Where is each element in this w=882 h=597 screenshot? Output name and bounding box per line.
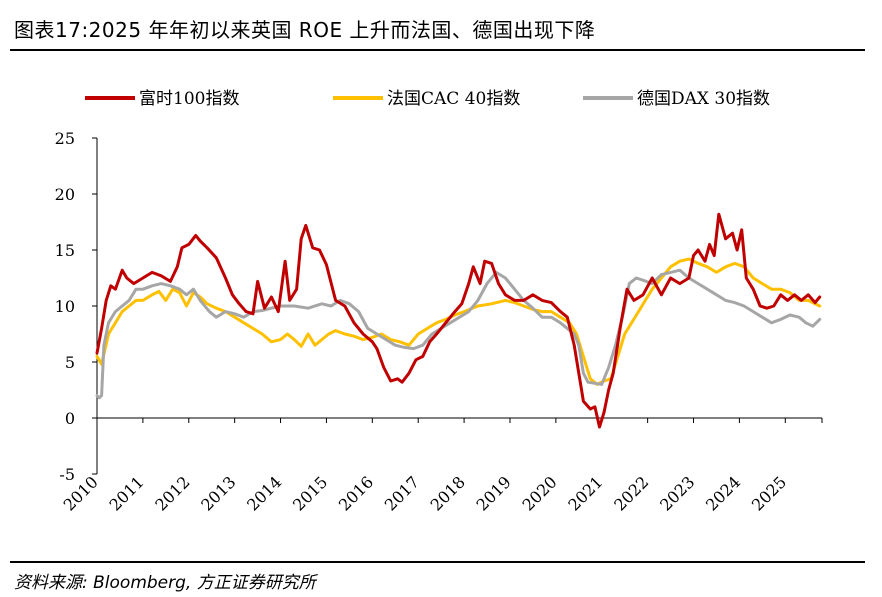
y-tick-label: 0 bbox=[65, 409, 75, 428]
x-tick-label: 2021 bbox=[564, 472, 606, 514]
x-tick-label: 2025 bbox=[748, 472, 790, 514]
y-tick-label: 15 bbox=[55, 241, 75, 260]
y-tick-label: 25 bbox=[55, 129, 75, 148]
chart-title: 图表17:2025 年年初以来英国 ROE 上升而法国、德国出现下降 bbox=[14, 18, 596, 42]
x-tick-label: 2012 bbox=[151, 472, 193, 514]
y-tick-label: -5 bbox=[59, 465, 75, 484]
y-tick-label: 10 bbox=[55, 297, 75, 316]
x-tick-label: 2020 bbox=[518, 472, 560, 514]
series-line-1 bbox=[95, 212, 822, 429]
bottom-divider bbox=[10, 561, 865, 563]
y-tick-label: 5 bbox=[65, 353, 75, 372]
x-tick-label: 2022 bbox=[610, 472, 652, 514]
top-divider bbox=[10, 49, 865, 51]
x-tick-label: 2024 bbox=[702, 472, 744, 514]
x-tick-label: 2013 bbox=[197, 472, 239, 514]
legend-label: 法国CAC 40指数 bbox=[387, 89, 520, 109]
y-tick-label: 20 bbox=[55, 185, 75, 204]
x-tick-label: 2014 bbox=[243, 472, 285, 514]
x-tick-label: 2011 bbox=[105, 472, 147, 514]
x-tick-label: 2019 bbox=[473, 472, 515, 514]
series-line-2 bbox=[95, 257, 822, 386]
series-layer bbox=[95, 212, 822, 429]
legend-label: 富时100指数 bbox=[139, 89, 239, 109]
legend: 富时100指数 法国CAC 40指数 德国DAX 30指数 bbox=[85, 89, 770, 109]
x-tick-label: 2015 bbox=[289, 472, 331, 514]
x-tick-label: 2017 bbox=[381, 472, 423, 514]
x-tick-label: 2023 bbox=[656, 472, 698, 514]
x-tick-label: 2016 bbox=[335, 472, 377, 514]
source-note: 资料来源: Bloomberg, 方正证券研究所 bbox=[14, 573, 316, 593]
x-tick-label: 2018 bbox=[427, 472, 469, 514]
series-line-3 bbox=[95, 268, 822, 400]
legend-label: 德国DAX 30指数 bbox=[637, 89, 770, 109]
